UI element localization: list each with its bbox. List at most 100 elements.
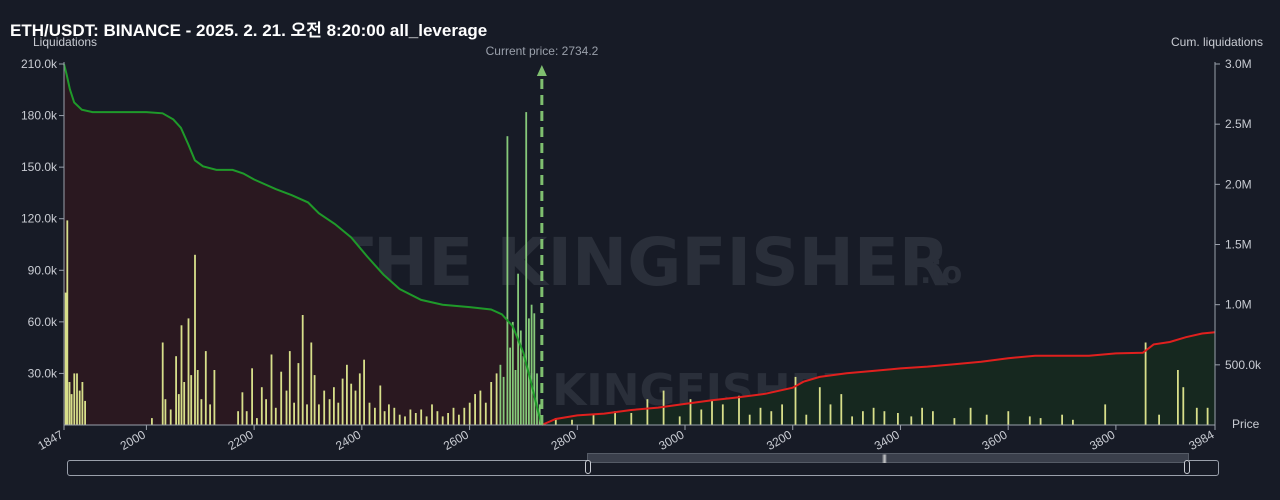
liquidation-bar: [420, 409, 423, 425]
liquidation-bar: [78, 390, 81, 425]
liquidation-bar: [81, 382, 84, 425]
liquidation-bar: [536, 373, 538, 425]
liquidation-bar: [770, 411, 773, 425]
x-tick-label: 2000: [118, 427, 148, 453]
cumulative-lines: [63, 63, 1216, 426]
x-tick-label: 3800: [1087, 427, 1117, 453]
x-tick-label: 3400: [872, 427, 902, 453]
range-handle-left[interactable]: [585, 460, 591, 474]
liquidation-bar: [1104, 404, 1107, 425]
liquidation-bar: [409, 409, 412, 425]
liquidation-bar: [379, 385, 382, 425]
liquidation-bar: [1039, 418, 1042, 425]
liquidation-bar: [458, 414, 460, 425]
liquidation-bar: [209, 404, 211, 425]
liquidation-bar: [517, 273, 519, 425]
liquidation-bar: [260, 387, 263, 425]
liquidation-bar: [196, 370, 199, 425]
liquidation-bar: [177, 394, 180, 425]
liquidation-bar: [1206, 407, 1209, 425]
liquidation-bar: [66, 220, 69, 425]
liquidation-bar: [689, 399, 692, 425]
liquidation-bar: [1144, 342, 1147, 425]
liquidation-bar: [436, 411, 439, 425]
x-tick-label: 3600: [980, 427, 1010, 453]
price-axis-title: Price: [1232, 417, 1260, 431]
liquidation-bar: [383, 411, 386, 425]
liquidation-bar: [213, 370, 216, 425]
liquidation-bar: [306, 404, 308, 425]
liquidation-bar: [522, 356, 525, 425]
liquidation-bar: [932, 411, 934, 425]
y2-tick-label: 1.5M: [1225, 238, 1252, 252]
liquidation-bar: [479, 390, 482, 425]
liquidation-bar: [256, 418, 258, 425]
liquidation-bar: [525, 112, 528, 425]
liquidation-bar: [514, 370, 517, 425]
liquidation-bar: [194, 254, 196, 425]
liquidation-bar: [502, 376, 505, 425]
liquidation-bar: [297, 363, 300, 425]
range-window[interactable]: |||: [587, 453, 1189, 463]
liquidation-bar: [468, 402, 471, 425]
liquidation-bar: [346, 364, 348, 425]
y-tick-label: 30.0k: [28, 366, 58, 380]
y-tick-label: 180.0k: [21, 109, 58, 123]
liquidation-bar: [818, 387, 821, 425]
liquidation-bar: [969, 407, 972, 425]
y2-tick-label: 2.5M: [1225, 117, 1252, 131]
liquidation-bar: [388, 404, 390, 425]
liquidation-bar: [447, 413, 449, 425]
liquidation-bar: [84, 400, 86, 425]
liquidation-bar: [829, 404, 832, 425]
range-handle-right[interactable]: [1184, 460, 1190, 474]
liquidation-bar: [270, 354, 273, 425]
x-tick-label: 3000: [656, 427, 686, 453]
liquidation-bar: [897, 413, 899, 425]
liquidation-bar: [851, 416, 853, 425]
left-axis-title: Liquidations: [33, 35, 98, 49]
liquidation-bar: [183, 382, 186, 425]
liquidation-bar: [1182, 387, 1185, 425]
liquidation-bar: [1061, 414, 1063, 425]
liquidation-bar: [872, 407, 875, 425]
liquidation-bar: [840, 394, 843, 425]
liquidation-bar: [425, 416, 428, 425]
liquidation-bar: [495, 373, 498, 425]
liquidation-bar: [1007, 411, 1010, 425]
liquidation-bar: [509, 347, 511, 425]
liquidation-bar: [953, 418, 956, 425]
liquidation-bar: [1158, 414, 1160, 425]
axes: 30.0k 60.0k 90.0k 120.0k 150.0k 180.0k 210.0k 5…: [21, 57, 1262, 453]
liquidation-bar: [337, 402, 340, 425]
liquidation-bar: [530, 304, 533, 425]
liquidation-bar: [318, 404, 320, 425]
liquidation-bar: [164, 399, 167, 425]
liquidation-bar: [506, 136, 509, 425]
liquidation-bar: [354, 390, 357, 425]
y-tick-label: 120.0k: [21, 212, 58, 226]
liquidation-bar: [592, 414, 595, 425]
liquidation-bar: [398, 414, 401, 425]
liquidation-bar: [883, 411, 886, 425]
cumulative-fills: [64, 64, 1215, 425]
liquidation-bar: [474, 394, 476, 425]
right-axis-title: Cum. liquidations: [1171, 35, 1264, 49]
liquidation-bar: [73, 373, 76, 425]
liquidation-bar: [323, 390, 326, 425]
x-tick-label: 2800: [549, 427, 579, 453]
grip-icon[interactable]: |||: [882, 453, 887, 463]
liquidation-bar: [499, 364, 502, 425]
liquidation-bar: [288, 351, 291, 425]
liquidation-bar: [350, 383, 353, 425]
liquidation-bar: [463, 407, 466, 425]
y2-tick-label: 3.0M: [1225, 57, 1252, 71]
liquidation-bar: [341, 378, 344, 425]
y2-tick-label: 1.0M: [1225, 298, 1252, 312]
liquidation-bar: [237, 411, 239, 425]
liquidation-bar: [161, 342, 164, 425]
liquidation-bar: [333, 387, 335, 425]
liquidation-bar: [452, 407, 455, 425]
y-tick-label: 60.0k: [28, 315, 58, 329]
